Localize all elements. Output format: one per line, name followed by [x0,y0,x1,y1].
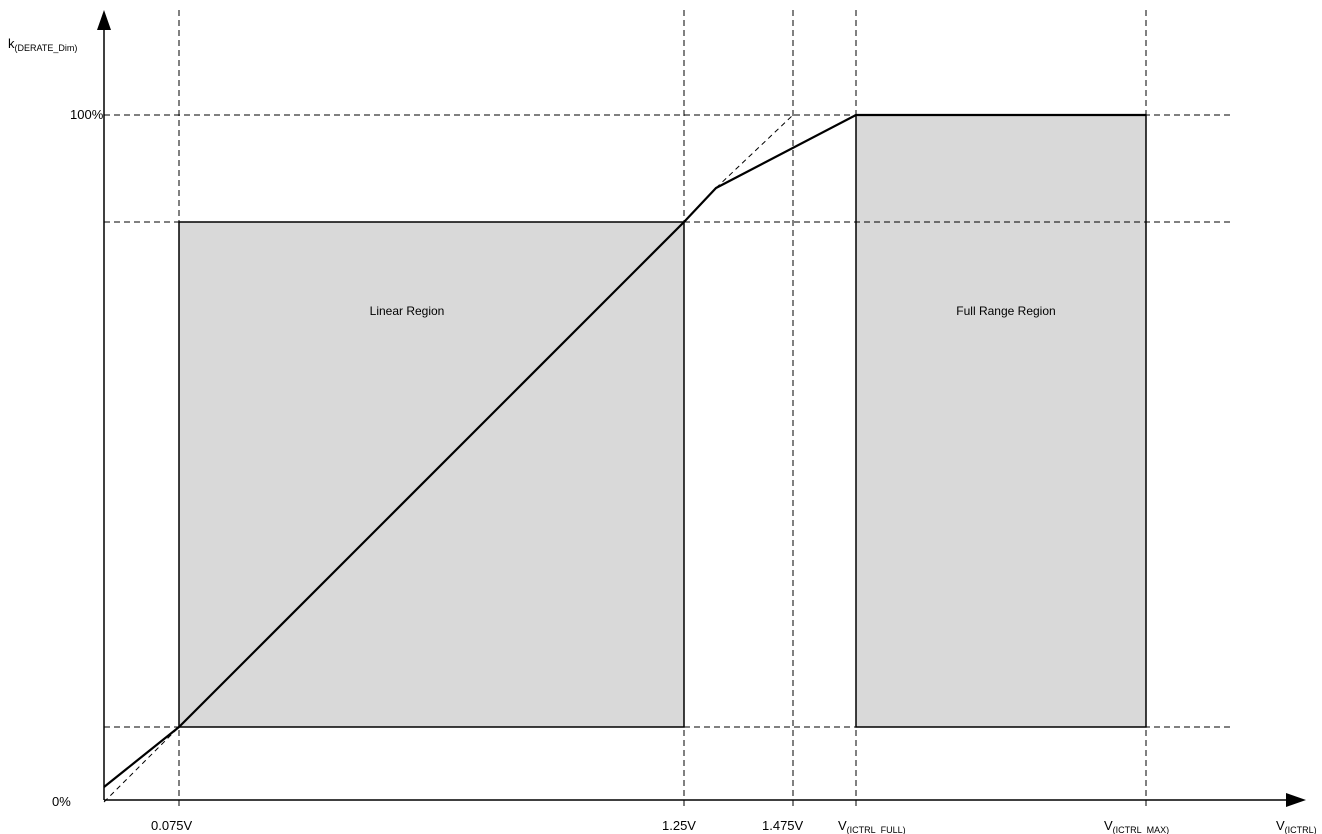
y-tick-0: 0% [52,794,71,809]
x-tick-full: V(ICTRL_FULL) [838,818,906,834]
y-axis-label: k(DERATE_Dim) [8,36,77,53]
x-tick-0075: 0.075V [151,818,193,833]
full-range-region-box [855,114,1147,728]
x-axis-arrow-icon [1286,793,1306,807]
x-tick-125: 1.25V [662,818,696,833]
extrapolation-top [715,114,794,189]
x-axis-label: V(ICTRL) [1276,818,1317,834]
full-range-region-label: Full Range Region [956,304,1055,318]
y-axis-arrow-icon [97,10,111,30]
derating-curve [103,113,1146,788]
extrapolation-bottom [103,726,180,803]
linear-region-label: Linear Region [370,304,445,318]
y-tick-100: 100% [70,107,104,122]
x-tick-1475: 1.475V [762,818,804,833]
x-tick-max: V(ICTRL_MAX) [1104,818,1169,834]
